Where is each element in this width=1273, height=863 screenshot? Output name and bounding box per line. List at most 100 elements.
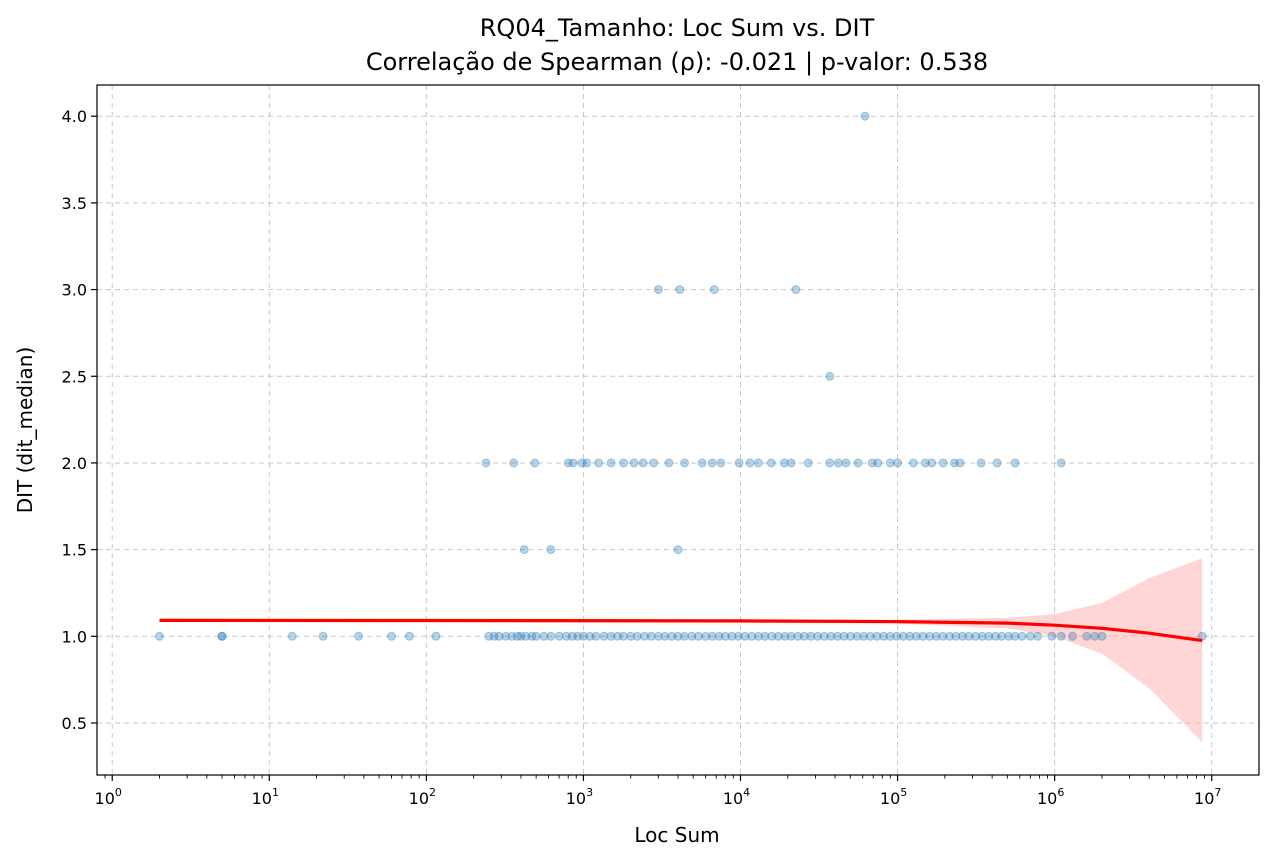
data-point xyxy=(494,631,504,641)
data-point xyxy=(287,631,297,641)
x-tick-exponent: 1 xyxy=(272,786,279,799)
data-point xyxy=(632,631,642,641)
data-point xyxy=(825,371,835,381)
data-point xyxy=(1097,631,1107,641)
data-point xyxy=(977,631,987,641)
x-tick-label: 103 xyxy=(566,786,593,808)
data-point xyxy=(563,458,573,468)
data-point xyxy=(841,458,851,468)
data-point xyxy=(839,631,849,641)
x-tick-base: 10 xyxy=(409,789,429,808)
data-point xyxy=(1033,631,1043,641)
data-point xyxy=(709,285,719,295)
data-point xyxy=(873,458,883,468)
y-tick-label: 4.0 xyxy=(62,107,87,126)
y-tick-label: 0.5 xyxy=(62,714,87,733)
data-point xyxy=(1025,631,1035,641)
data-point xyxy=(521,631,531,641)
data-point xyxy=(680,458,690,468)
data-point xyxy=(955,458,965,468)
x-tick-label: 104 xyxy=(723,786,750,808)
data-point xyxy=(599,631,609,641)
x-tick-base: 10 xyxy=(880,789,900,808)
data-point xyxy=(925,631,935,641)
data-point xyxy=(707,458,717,468)
data-point xyxy=(1056,631,1066,641)
data-point xyxy=(1082,631,1092,641)
data-point xyxy=(693,631,703,641)
data-point xyxy=(653,285,663,295)
x-tick-base: 10 xyxy=(723,789,743,808)
data-point xyxy=(733,631,743,641)
data-point xyxy=(927,458,937,468)
data-point xyxy=(217,631,227,641)
x-tick-exponent: 4 xyxy=(743,786,750,799)
data-point xyxy=(404,631,414,641)
data-point xyxy=(554,631,564,641)
data-point xyxy=(507,631,517,641)
data-point xyxy=(825,458,835,468)
data-point xyxy=(619,631,629,641)
data-point xyxy=(606,631,616,641)
x-tick-exponent: 6 xyxy=(1057,786,1064,799)
data-point xyxy=(753,631,763,641)
x-tick-exponent: 0 xyxy=(115,786,122,799)
data-point xyxy=(760,631,770,641)
data-point xyxy=(905,631,915,641)
data-point xyxy=(519,545,529,555)
data-point xyxy=(867,458,877,468)
data-point xyxy=(720,631,730,641)
data-point xyxy=(1068,631,1078,641)
data-point xyxy=(354,631,364,641)
data-point xyxy=(660,631,670,641)
data-point xyxy=(716,458,726,468)
data-point xyxy=(673,545,683,555)
data-point xyxy=(1047,631,1057,641)
data-point xyxy=(872,631,882,641)
data-point xyxy=(318,631,328,641)
data-point xyxy=(567,631,577,641)
data-point xyxy=(1056,458,1066,468)
data-point xyxy=(484,631,494,641)
data-point xyxy=(813,631,823,641)
data-point xyxy=(664,458,674,468)
data-point xyxy=(591,631,601,641)
data-point xyxy=(675,285,685,295)
data-point xyxy=(578,631,588,641)
data-point xyxy=(949,458,959,468)
data-point xyxy=(832,631,842,641)
data-point xyxy=(707,631,717,641)
data-point xyxy=(680,631,690,641)
data-point xyxy=(1010,458,1020,468)
data-point xyxy=(920,458,930,468)
x-tick-base: 10 xyxy=(252,789,272,808)
data-point xyxy=(673,631,683,641)
data-point xyxy=(573,631,583,641)
data-point xyxy=(938,631,948,641)
data-point xyxy=(786,458,796,468)
data-point xyxy=(852,631,862,641)
data-point xyxy=(594,458,604,468)
y-axis-ticks: 0.5 1.0 1.5 2.0 2.5 3.0 3.5 4.0 xyxy=(62,107,97,733)
y-tick-label: 1.0 xyxy=(62,627,87,646)
data-point xyxy=(938,458,948,468)
data-point xyxy=(826,631,836,641)
data-point xyxy=(155,631,165,641)
y-axis-label: DIT (dit_median) xyxy=(13,347,37,514)
data-point xyxy=(527,631,537,641)
data-point xyxy=(984,631,994,641)
data-point xyxy=(539,631,549,641)
data-point xyxy=(1004,631,1014,641)
data-point xyxy=(997,631,1007,641)
y-tick-label: 3.0 xyxy=(62,281,87,300)
data-point xyxy=(1017,631,1027,641)
data-point xyxy=(727,631,737,641)
data-point xyxy=(819,631,829,641)
data-point xyxy=(582,458,592,468)
points-group xyxy=(155,111,1207,641)
data-point xyxy=(745,458,755,468)
chart-title: RQ04_Tamanho: Loc Sum vs. DIT xyxy=(480,14,875,42)
data-point xyxy=(626,631,636,641)
data-point xyxy=(964,631,974,641)
x-tick-label: 100 xyxy=(95,786,122,808)
